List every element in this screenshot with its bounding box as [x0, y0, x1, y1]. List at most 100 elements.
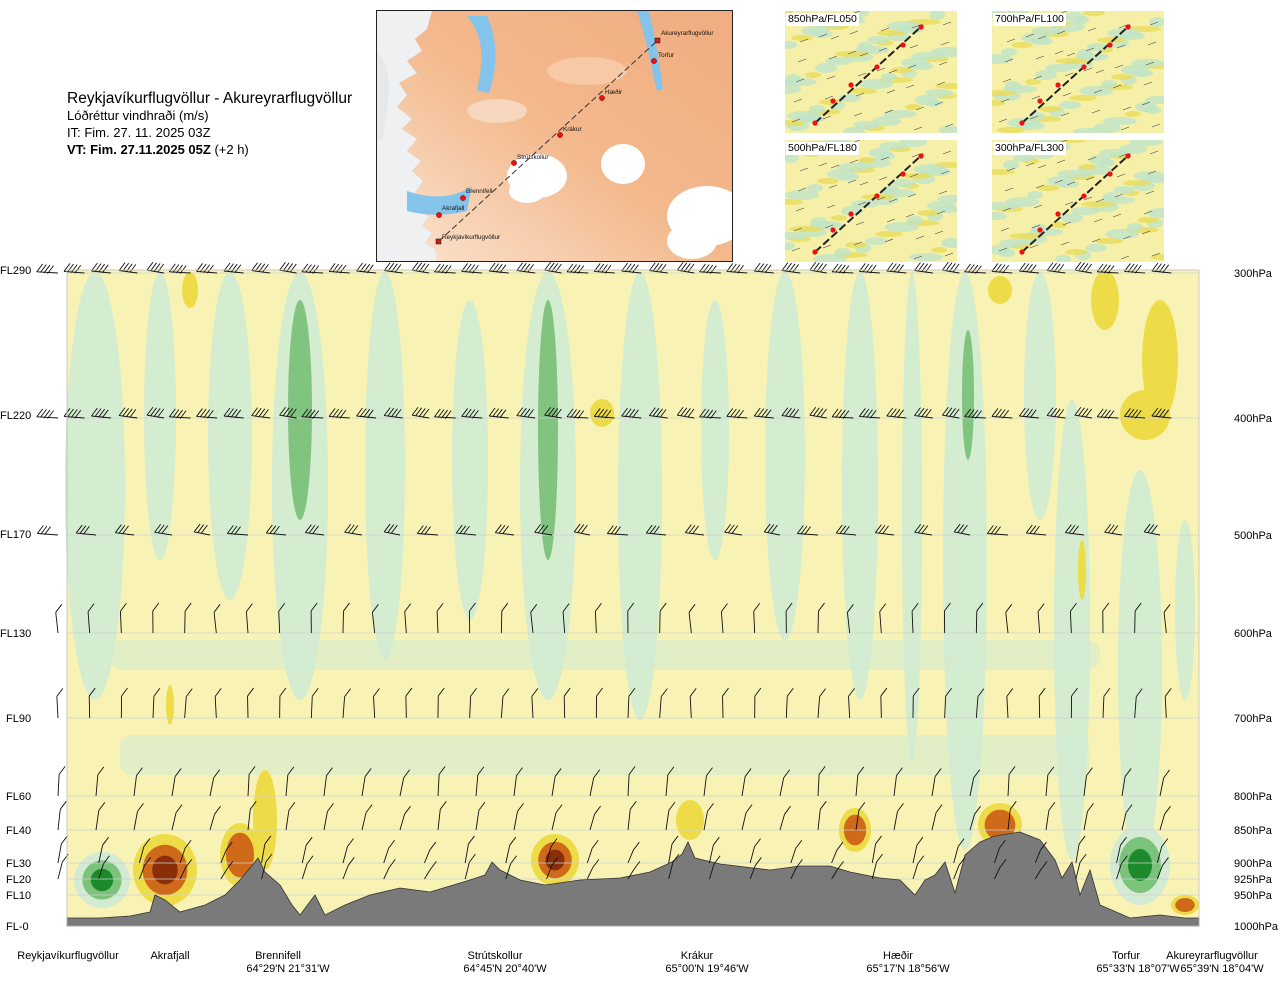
wind-barb — [953, 865, 960, 880]
thumb-field — [845, 242, 867, 248]
thumb-barb — [1151, 123, 1161, 128]
wind-barb — [247, 809, 251, 831]
location-name: Krákur — [681, 950, 714, 962]
wind-barb-feather — [372, 604, 379, 613]
thumb-barb — [1112, 84, 1122, 89]
downdraft-region — [1078, 540, 1086, 600]
wind-barb-feather — [118, 262, 126, 271]
thumb-barb — [1122, 106, 1132, 111]
wind-barb-feather — [387, 407, 395, 417]
wind-barb-feather — [144, 857, 151, 866]
wind-barb-feather — [394, 264, 402, 273]
wind-barb-feather — [730, 263, 737, 273]
wind-barb-feather — [1161, 838, 1169, 847]
wind-barb-feather — [555, 408, 562, 418]
wind-barb-feather — [812, 262, 820, 272]
thumb-barb — [998, 118, 1008, 123]
wind-barb — [914, 270, 933, 274]
wind-barb — [994, 867, 1001, 880]
wind-barb-feather — [648, 407, 656, 416]
wind-barb-feather — [835, 264, 843, 273]
wind-barb-feather — [1038, 687, 1046, 697]
thumb-barb — [1120, 126, 1130, 131]
updraft-region — [1118, 470, 1162, 870]
map-label-akureyri: Akureyrarflugvöllur — [661, 30, 714, 37]
wind-barb-feather — [150, 262, 157, 272]
thumb-barb — [822, 244, 832, 249]
thumb-field — [927, 201, 955, 211]
wind-barb — [586, 867, 594, 880]
wind-barb-feather — [614, 526, 621, 535]
wind-barb — [251, 415, 271, 419]
wind-barb-feather — [1164, 688, 1172, 697]
wind-barb-feather — [893, 408, 901, 418]
wind-barb-feather — [688, 524, 696, 534]
wind-barb — [677, 414, 695, 419]
location-coordinate: 65°39'N 18°04'W — [1180, 963, 1264, 975]
wind-barb-feather — [874, 524, 882, 533]
wind-barb-feather — [488, 407, 496, 417]
pressure-label: 950hPa — [1234, 890, 1273, 902]
wind-barb-feather — [784, 805, 791, 815]
wind-barb-feather — [199, 408, 207, 418]
wind-barb-feather — [1053, 408, 1061, 418]
wind-barb-feather — [1033, 526, 1040, 535]
flight-level-label: FL290 — [0, 265, 31, 277]
wind-barb — [171, 812, 177, 831]
wind-barb-feather — [659, 264, 667, 273]
wind-barb-feather — [40, 525, 48, 535]
pressure-label: 500hPa — [1234, 530, 1273, 542]
thumb-field — [931, 247, 947, 253]
wind-barb-feather — [411, 406, 419, 416]
wind-barb-feather — [1124, 408, 1131, 417]
thumb-barb — [1054, 179, 1064, 184]
location-name: Akureyrarflugvöllur — [1166, 950, 1258, 962]
wind-barb-feather — [781, 262, 789, 271]
wind-barb-feather — [383, 262, 391, 271]
wind-barb-feather — [279, 406, 286, 416]
wind-barb-feather — [869, 264, 877, 274]
wind-barb-feather — [469, 602, 476, 612]
wind-barb — [475, 810, 480, 831]
thumb-field — [1113, 186, 1135, 194]
low-level-cell — [1128, 849, 1152, 881]
wind-barb — [513, 811, 518, 831]
wind-barb-feather — [312, 410, 320, 419]
wind-barb — [95, 774, 99, 797]
wind-barb — [1121, 812, 1127, 831]
thumb-barb — [1149, 150, 1159, 155]
wind-barb-feather — [785, 407, 792, 417]
wind-barb-feather — [628, 687, 636, 697]
wind-barb-feather — [1151, 524, 1158, 534]
wind-barb — [677, 269, 695, 274]
wind-barb — [154, 531, 173, 536]
wind-barb-feather — [818, 766, 826, 775]
wind-barb-feather — [1006, 688, 1014, 697]
wind-barb — [383, 848, 390, 864]
axis-labels: FL290 FL220 FL170 FL130 FL90 FL60 FL40 FL30 FL20… — [0, 265, 1279, 975]
wind-barb-feather — [509, 836, 517, 846]
wind-barb-feather — [792, 264, 800, 273]
wind-barb-feather — [101, 264, 109, 274]
updraft-region — [765, 272, 805, 640]
thumb-field — [893, 179, 915, 187]
wind-barb — [424, 849, 431, 864]
wind-barb — [87, 611, 91, 634]
wind-barb — [893, 775, 897, 797]
thumb-barb — [1025, 33, 1035, 38]
wind-barb-feather — [971, 409, 979, 419]
wind-barb — [627, 849, 634, 864]
wind-barb — [942, 414, 960, 419]
thumb-field — [1059, 101, 1081, 109]
wind-barb — [133, 775, 137, 797]
thumb-field — [939, 126, 957, 133]
wind-barb-feather — [234, 526, 241, 535]
thumb-field — [857, 42, 873, 52]
thumb-field — [1077, 49, 1093, 59]
wind-barb-feather — [964, 408, 972, 418]
wind-barb — [36, 271, 59, 274]
wind-barb-feather — [754, 857, 762, 866]
wind-barb-feather — [967, 264, 975, 273]
thumb-field — [1021, 33, 1049, 43]
wind-barb-feather — [1085, 408, 1093, 418]
